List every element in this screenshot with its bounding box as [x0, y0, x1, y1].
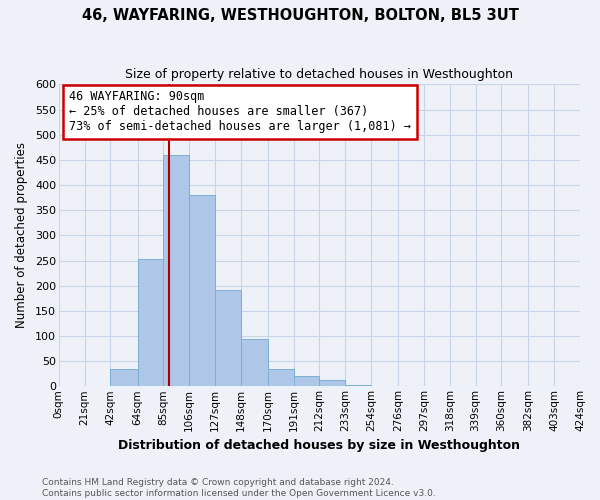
Bar — [319, 380, 345, 386]
Bar — [189, 195, 215, 386]
Bar — [215, 290, 241, 386]
Text: 46 WAYFARING: 90sqm
← 25% of detached houses are smaller (367)
73% of semi-detac: 46 WAYFARING: 90sqm ← 25% of detached ho… — [69, 90, 411, 134]
Bar — [293, 376, 319, 386]
Bar — [345, 385, 371, 386]
Text: Contains HM Land Registry data © Crown copyright and database right 2024.
Contai: Contains HM Land Registry data © Crown c… — [42, 478, 436, 498]
Title: Size of property relative to detached houses in Westhoughton: Size of property relative to detached ho… — [125, 68, 514, 80]
Bar — [241, 340, 268, 386]
X-axis label: Distribution of detached houses by size in Westhoughton: Distribution of detached houses by size … — [118, 440, 520, 452]
Text: 46, WAYFARING, WESTHOUGHTON, BOLTON, BL5 3UT: 46, WAYFARING, WESTHOUGHTON, BOLTON, BL5… — [82, 8, 518, 22]
Y-axis label: Number of detached properties: Number of detached properties — [15, 142, 28, 328]
Bar — [110, 368, 137, 386]
Bar — [163, 155, 189, 386]
Bar — [268, 368, 293, 386]
Bar — [137, 260, 163, 386]
